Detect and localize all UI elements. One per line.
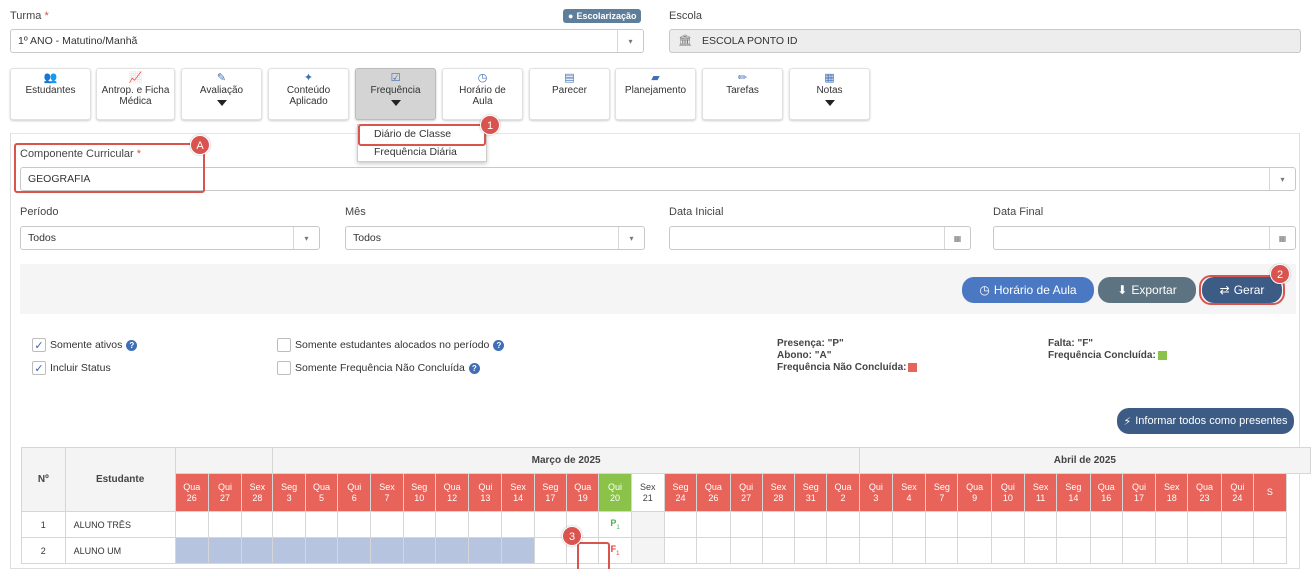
bolt-icon: ⚡ <box>1123 415 1132 428</box>
help-icon[interactable]: ? <box>468 362 480 374</box>
horario-aula-button[interactable]: ◷ Horário de Aula <box>962 277 1094 303</box>
chevron-down-icon: ▾ <box>1269 168 1295 190</box>
users-icon: 👥 <box>43 72 58 84</box>
help-icon[interactable]: ? <box>126 339 138 351</box>
turma-select[interactable]: 1º ANO - Matutino/Manhã ▾ <box>10 29 644 53</box>
month-march-header: Março de 2025 <box>272 447 860 474</box>
checkbox-checked[interactable]: ✓ <box>32 361 46 375</box>
checkbox-unchecked[interactable] <box>277 361 291 375</box>
tile-frequencia[interactable]: ☑ Frequência <box>355 68 436 120</box>
highlight-gerar <box>1199 275 1285 305</box>
menu-item-diario-classe[interactable]: Diário de Classe <box>374 128 452 140</box>
tile-parecer[interactable]: ▤ Parecer <box>529 68 610 120</box>
table-row: 1 ALUNO TRÊS P1 <box>21 511 1311 538</box>
bank-icon: 🏛 <box>678 35 692 47</box>
mes-label: Mês <box>345 206 366 218</box>
attendance-table: Nº Estudante Março de 2025 Abril de 2025… <box>21 447 1311 564</box>
frequencia-menu: Diário de Classe Frequência Diária <box>357 124 487 162</box>
escola-label: Escola <box>669 10 703 22</box>
periodo-select[interactable]: Todos ▾ <box>20 226 320 250</box>
calendar-icon: ▦ <box>1269 227 1295 249</box>
highlight-diario <box>358 124 486 146</box>
checkbox-unchecked[interactable] <box>277 338 291 352</box>
checkbox-checked[interactable]: ✓ <box>32 338 46 352</box>
red-square-icon <box>908 362 918 372</box>
turma-label: Turma * <box>10 10 49 22</box>
pencil-icon: ✏ <box>737 72 748 84</box>
data-inicial-label: Data Inicial <box>669 206 724 218</box>
col-num-header: Nº <box>21 447 66 512</box>
data-final-label: Data Final <box>993 206 1044 218</box>
magic-wand-icon: ✦ <box>303 72 314 84</box>
tile-estudantes[interactable]: 👥 Estudantes <box>10 68 91 120</box>
data-final-input[interactable]: ▦ <box>993 226 1296 250</box>
mes-select[interactable]: Todos ▾ <box>345 226 645 250</box>
somente-alocados-check[interactable]: Somente estudantes alocados no período? <box>277 338 505 352</box>
componente-select[interactable]: GEOGRAFIA ▾ <box>20 167 1296 191</box>
list-icon: ▦ <box>824 72 835 84</box>
book-icon: ▰ <box>651 72 660 84</box>
clock-icon: ◷ <box>477 72 488 84</box>
informar-presentes-button[interactable]: ⚡ Informar todos como presentes <box>1117 408 1294 434</box>
calendar-icon: ▦ <box>944 227 970 249</box>
caret-down-icon <box>390 100 401 106</box>
exportar-button[interactable]: ⬇ Exportar <box>1098 277 1196 303</box>
chevron-down-icon: ▾ <box>293 227 319 249</box>
download-icon: ⬇ <box>1117 283 1128 297</box>
tile-conteudo[interactable]: ✦ Conteúdo Aplicado <box>268 68 349 120</box>
chevron-down-icon: ▾ <box>617 30 643 52</box>
somente-ativos-check[interactable]: ✓ Somente ativos? <box>32 338 138 352</box>
attendance-cell[interactable]: F1 <box>598 537 632 564</box>
highlight-componente <box>14 143 205 193</box>
incluir-status-check[interactable]: ✓ Incluir Status <box>32 361 111 375</box>
month-april-header: Abril de 2025 <box>858 447 1311 474</box>
marker-3: 3 <box>562 526 582 546</box>
chevron-down-icon: ▾ <box>618 227 644 249</box>
edit-icon: ✎ <box>216 72 227 84</box>
table-row: 2 ALUNO UM F1 <box>21 537 1311 564</box>
data-inicial-input[interactable]: ▦ <box>669 226 971 250</box>
legend-left: Presença: "P" Abono: "A" Frequência Não … <box>777 338 918 374</box>
document-icon: ▤ <box>564 72 575 84</box>
chart-line-icon: 📈 <box>128 72 143 84</box>
escolarizacao-badge: ● Escolarização <box>563 9 642 23</box>
componente-label: Componente Curricular * <box>20 148 142 160</box>
day-header-row: Qua 26 Qui 27 Sex 28 Seg 3 Qua 5 Qui 6 Sex 7 Seg 10 Qua… <box>22 473 1311 512</box>
tile-antrop[interactable]: 📈 Antrop. e Ficha Médica <box>96 68 175 120</box>
clock-icon: ◷ <box>979 283 990 297</box>
caret-down-icon <box>824 100 835 106</box>
tile-avaliacao[interactable]: ✎ Avaliação <box>181 68 262 120</box>
tag-icon: ● <box>568 11 574 21</box>
legend-right: Falta: "F" Frequência Concluída: <box>1048 338 1167 362</box>
escola-field: 🏛 ESCOLA PONTO ID <box>669 29 1301 53</box>
tile-planejamento[interactable]: ▰ Planejamento <box>615 68 696 120</box>
tile-notas[interactable]: ▦ Notas <box>789 68 870 120</box>
marker-1: 1 <box>480 115 500 135</box>
marker-a: A <box>190 135 210 155</box>
tile-horario[interactable]: ◷ Horário de Aula <box>442 68 523 120</box>
check-square-icon: ☑ <box>390 72 401 84</box>
col-student-header: Estudante <box>64 447 176 512</box>
green-square-icon <box>1157 350 1167 360</box>
tile-tarefas[interactable]: ✏ Tarefas <box>702 68 783 120</box>
menu-item-frequencia-diaria[interactable]: Frequência Diária <box>374 146 457 158</box>
somente-nao-concluida-check[interactable]: Somente Frequência Não Concluída? <box>277 361 480 375</box>
marker-2: 2 <box>1270 264 1290 284</box>
caret-down-icon <box>216 100 227 106</box>
gerar-button[interactable]: ⇄ Gerar <box>1202 277 1282 303</box>
highlight-cell <box>577 542 610 569</box>
refresh-icon: ⇄ <box>1219 283 1230 297</box>
attendance-cell[interactable]: P1 <box>598 511 632 538</box>
help-icon[interactable]: ? <box>493 339 505 351</box>
periodo-label: Período <box>20 206 59 218</box>
